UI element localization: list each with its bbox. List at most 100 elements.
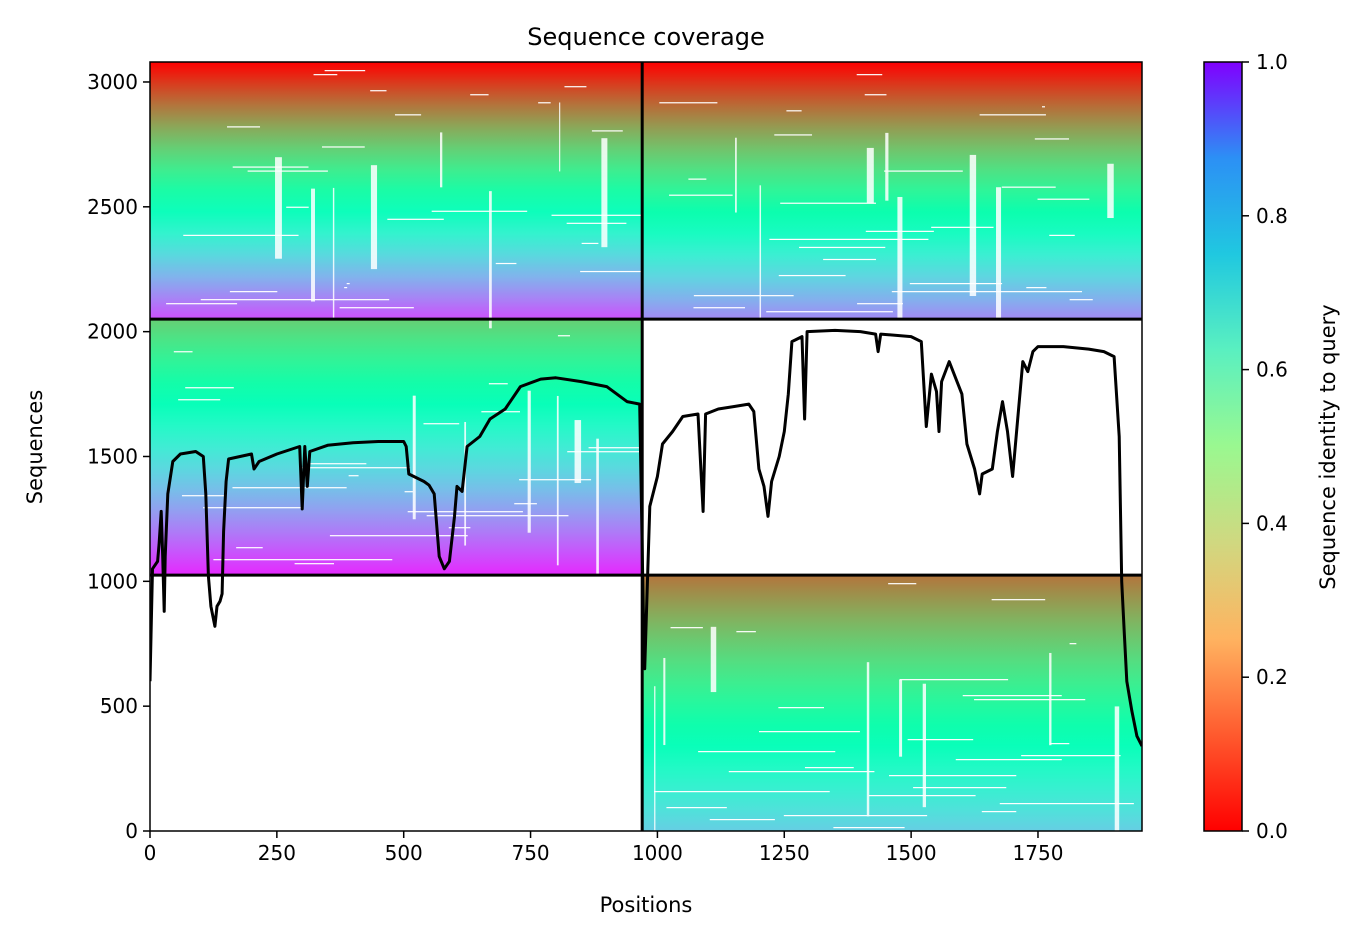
coverage-gap xyxy=(804,767,854,769)
coverage-gap xyxy=(173,351,193,353)
coverage-gap xyxy=(404,491,413,493)
coverage-gap xyxy=(931,226,994,228)
coverage-gap xyxy=(488,383,508,385)
coverage-gap xyxy=(833,827,905,829)
coverage-gap xyxy=(799,246,886,249)
y-axis-label: Sequences xyxy=(23,390,47,505)
coverage-gap xyxy=(203,507,302,509)
coverage-gap xyxy=(889,775,1017,777)
coverage-gap xyxy=(786,110,802,112)
colorbar-tick-label: 0.0 xyxy=(1256,819,1288,843)
x-axis-ticks: 0 250 500 750 1000 1250 1500 1750 xyxy=(144,831,1064,865)
x-tick-label: 1750 xyxy=(1013,841,1064,865)
coverage-gap xyxy=(311,188,315,302)
coverage-gap xyxy=(426,515,569,517)
x-tick-label: 250 xyxy=(258,841,296,865)
coverage-gap xyxy=(735,137,737,213)
coverage-gap xyxy=(470,94,489,96)
coverage-gap xyxy=(856,74,883,76)
coverage-gap xyxy=(574,420,582,484)
coverage-gap xyxy=(969,154,977,297)
coverage-gap xyxy=(431,210,528,212)
coverage-gap xyxy=(527,390,531,533)
alignment-block xyxy=(150,319,643,576)
coverage-gap xyxy=(229,291,278,293)
coverage-gap xyxy=(464,421,467,546)
coverage-gap xyxy=(659,102,718,104)
coverage-gap xyxy=(962,695,1062,697)
coverage-gap xyxy=(868,795,976,797)
coverage-gap xyxy=(1049,743,1070,745)
colorbar-tick-label: 0.4 xyxy=(1256,511,1288,535)
coverage-gap xyxy=(183,234,299,236)
coverage-gap xyxy=(669,194,733,196)
coverage-gap xyxy=(688,178,707,180)
coverage-gap xyxy=(888,583,917,585)
coverage-gap xyxy=(670,627,703,629)
coverage-gap xyxy=(166,303,238,305)
coverage-gap xyxy=(557,335,571,337)
y-tick-label: 3000 xyxy=(87,70,138,94)
coverage-gap xyxy=(955,759,1062,761)
colorbar-ticks: 0.0 0.2 0.4 0.6 0.8 1.0 xyxy=(1242,50,1288,843)
coverage-gap xyxy=(709,819,775,821)
coverage-gap xyxy=(899,679,1009,681)
coverage-gap xyxy=(698,751,836,753)
colorbar-label: Sequence identity to query xyxy=(1316,304,1340,589)
coverage-gap xyxy=(759,185,762,347)
coverage-gap xyxy=(514,503,537,505)
y-tick-label: 0 xyxy=(125,819,138,843)
x-tick-label: 0 xyxy=(144,841,157,865)
coverage-gap xyxy=(885,132,889,201)
coverage-gap xyxy=(907,739,974,741)
coverage-gap xyxy=(294,563,335,565)
coverage-gap xyxy=(308,463,367,465)
coverage-gap xyxy=(693,307,746,309)
coverage-gap xyxy=(663,657,666,746)
coverage-gap xyxy=(339,307,414,309)
coverage-gap xyxy=(913,787,1007,789)
coverage-gap xyxy=(324,70,366,72)
coverage-gap xyxy=(332,187,335,319)
coverage-gap xyxy=(1049,652,1052,746)
coverage-gap xyxy=(778,274,846,277)
coverage-gap xyxy=(329,535,468,537)
coverage-gap xyxy=(991,599,1046,601)
coverage-gap xyxy=(370,90,387,92)
y-tick-label: 2000 xyxy=(87,320,138,344)
coverage-gap xyxy=(766,311,893,313)
alignment-block xyxy=(642,575,1142,831)
coverage-gap xyxy=(227,126,261,128)
coverage-gap xyxy=(394,114,422,116)
x-tick-label: 500 xyxy=(385,841,423,865)
coverage-gap xyxy=(1049,234,1075,236)
y-tick-label: 500 xyxy=(100,694,138,718)
y-tick-label: 2500 xyxy=(87,195,138,219)
coverage-gap xyxy=(774,134,813,136)
coverage-gap xyxy=(666,807,727,809)
coverage-gap xyxy=(247,170,328,172)
coverage-gap xyxy=(710,626,717,693)
coverage-gap xyxy=(370,165,378,270)
coverage-gap xyxy=(1107,163,1114,219)
coverage-gap xyxy=(1037,198,1090,200)
coverage-gap xyxy=(596,438,599,577)
coverage-gap xyxy=(566,222,627,224)
coverage-gap xyxy=(344,287,348,289)
coverage-gap xyxy=(979,114,1046,116)
coverage-gap xyxy=(857,303,903,305)
coverage-gap xyxy=(922,683,926,808)
coverage-gap xyxy=(346,283,350,285)
coverage-gap xyxy=(1026,287,1047,289)
coverage-gap xyxy=(588,447,643,449)
coverage-gap xyxy=(580,270,643,273)
chart-title: Sequence coverage xyxy=(527,23,764,51)
colorbar-tick-label: 1.0 xyxy=(1256,50,1288,74)
coverage-gap xyxy=(556,395,559,566)
coverage-gap xyxy=(909,283,1003,285)
block-boundaries xyxy=(150,62,1142,831)
plot-frame xyxy=(149,61,1143,832)
coverage-gap xyxy=(1069,643,1077,645)
coverage-gap xyxy=(551,214,643,216)
